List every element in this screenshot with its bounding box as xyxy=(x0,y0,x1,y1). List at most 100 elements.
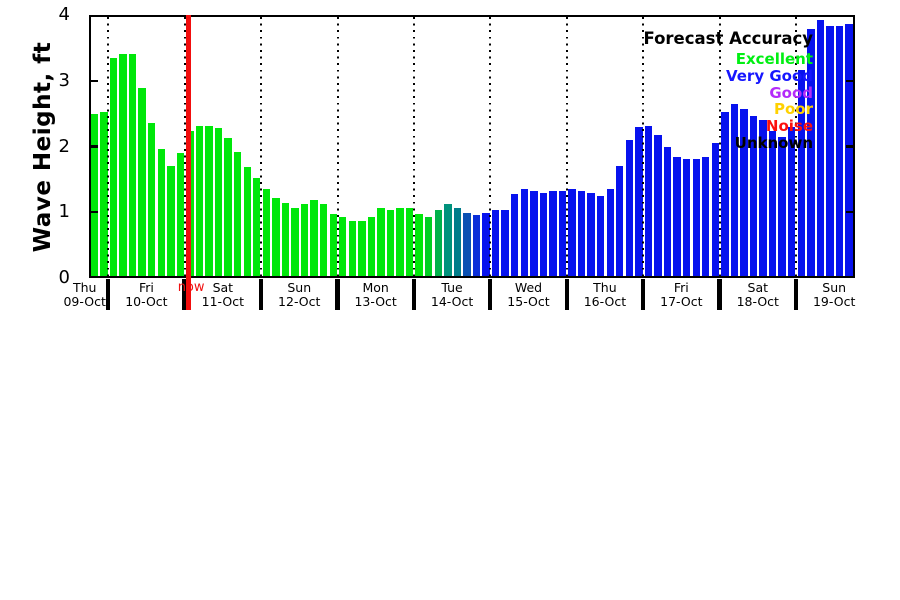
bar-19-Oct-slot1 xyxy=(807,28,815,276)
bar-15-Oct-slot3 xyxy=(520,188,528,276)
day-boundary-tick xyxy=(258,279,264,310)
bar-18-Oct-slot7 xyxy=(788,126,796,276)
bar-17-Oct-slot1 xyxy=(654,135,662,276)
bar-17-Oct-slot2 xyxy=(663,147,672,276)
bar-12-Oct-slot6 xyxy=(319,203,328,276)
y-tick-right xyxy=(846,211,853,214)
bar-14-Oct-slot1 xyxy=(425,217,433,276)
bar-15-Oct-slot0 xyxy=(491,209,500,276)
bar-18-Oct-slot1 xyxy=(730,104,739,276)
bar-14-Oct-slot4 xyxy=(453,207,462,276)
bar-10-Oct-slot4 xyxy=(148,122,156,276)
bar-13-Oct-slot2 xyxy=(358,221,366,276)
legend-item-unknown: Unknown xyxy=(734,133,813,152)
bar-15-Oct-slot1 xyxy=(501,209,509,276)
y-tick-left xyxy=(91,211,98,214)
bar-14-Oct-slot3 xyxy=(444,203,452,276)
day-boundary-dotted-line xyxy=(795,17,798,276)
bar-15-Oct-slot6 xyxy=(549,190,557,276)
bar-16-Oct-slot5 xyxy=(616,166,624,276)
day-label-weekday: Sun xyxy=(287,280,312,295)
legend-header: Forecast Accuracy xyxy=(643,29,813,48)
y-tick-left xyxy=(91,79,98,82)
y-tick-label-2: 2 xyxy=(58,135,70,157)
day-label-14-Oct: Tue 14-Oct xyxy=(407,281,497,308)
bar-09-Oct-slot6 xyxy=(90,114,99,276)
day-boundary-dotted-line xyxy=(336,17,339,276)
bar-10-Oct-slot2 xyxy=(128,54,137,276)
day-label-weekday: Tue xyxy=(441,280,463,295)
legend-item-noise: Noise xyxy=(765,117,813,136)
day-boundary-dotted-line xyxy=(565,17,568,276)
day-label-11-Oct: Sat 11-Oct xyxy=(178,281,268,308)
legend-item-good: Good xyxy=(769,83,813,102)
day-boundary-dotted-line xyxy=(412,17,415,276)
bar-18-Oct-slot4 xyxy=(759,120,767,276)
day-boundary-tick xyxy=(564,279,569,310)
bar-10-Oct-slot7 xyxy=(176,153,185,276)
bar-15-Oct-slot2 xyxy=(511,193,519,276)
bar-11-Oct-slot7 xyxy=(253,178,261,276)
bar-11-Oct-slot4 xyxy=(224,137,232,276)
day-label-date: 10-Oct xyxy=(125,293,168,309)
day-boundary-tick xyxy=(717,279,722,310)
day-label-weekday: Sun xyxy=(822,280,847,295)
legend-items: Excellent Very Good Good Poor Noise Unknown xyxy=(643,51,813,152)
day-label-date: 14-Oct xyxy=(430,293,474,309)
bar-13-Oct-slot6 xyxy=(396,207,404,276)
day-boundary-dotted-line xyxy=(107,17,110,276)
day-label-date: 16-Oct xyxy=(583,293,627,309)
bar-13-Oct-slot4 xyxy=(377,207,385,276)
y-tick-label-4: 4 xyxy=(58,4,70,25)
day-boundary-tick xyxy=(640,279,646,310)
day-label-date: 11-Oct xyxy=(201,293,245,309)
bar-19-Oct-slot4 xyxy=(835,25,844,276)
bar-14-Oct-slot2 xyxy=(434,209,442,276)
bar-12-Oct-slot2 xyxy=(281,203,290,276)
bar-11-Oct-slot2 xyxy=(205,126,213,276)
day-label-weekday: Sat xyxy=(212,280,234,295)
y-tick-right xyxy=(846,145,853,148)
bar-13-Oct-slot5 xyxy=(386,209,395,276)
day-boundary-tick xyxy=(335,279,340,310)
bar-16-Oct-slot3 xyxy=(596,195,605,276)
bar-17-Oct-slot5 xyxy=(692,158,700,276)
bar-19-Oct-slot3 xyxy=(826,25,834,276)
y-tick-label-1: 1 xyxy=(58,201,70,223)
bar-19-Oct-slot5 xyxy=(845,24,853,276)
bar-16-Oct-slot6 xyxy=(625,139,634,276)
plot-area xyxy=(89,15,855,278)
bar-13-Oct-slot0 xyxy=(339,217,347,276)
bar-13-Oct-slot7 xyxy=(405,207,414,276)
bar-18-Oct-slot5 xyxy=(768,131,777,276)
bar-16-Oct-slot7 xyxy=(635,126,643,276)
day-label-weekday: Thu xyxy=(72,280,97,295)
bar-14-Oct-slot6 xyxy=(472,214,481,276)
bar-15-Oct-slot5 xyxy=(539,192,548,276)
day-boundary-tick xyxy=(488,279,493,310)
day-label-16-Oct: Thu 16-Oct xyxy=(560,281,650,308)
bar-15-Oct-slot4 xyxy=(530,190,538,276)
bar-18-Oct-slot0 xyxy=(721,112,729,276)
bar-10-Oct-slot3 xyxy=(138,87,146,276)
day-label-date: 19-Oct xyxy=(812,293,856,309)
bar-12-Oct-slot1 xyxy=(272,198,280,276)
y-tick-left xyxy=(91,145,98,148)
y-tick-right xyxy=(846,79,853,82)
bar-16-Oct-slot0 xyxy=(568,188,576,276)
bar-14-Oct-slot7 xyxy=(482,212,490,276)
day-label-date: 15-Oct xyxy=(507,293,550,309)
day-label-weekday: Sat xyxy=(747,280,769,295)
bar-17-Oct-slot4 xyxy=(682,158,691,276)
legend-item-excellent: Excellent xyxy=(735,50,813,68)
y-tick-label-0: 0 xyxy=(58,267,70,288)
bar-14-Oct-slot0 xyxy=(415,213,423,276)
day-label-17-Oct: Fri 17-Oct xyxy=(636,281,726,308)
bar-11-Oct-slot3 xyxy=(214,128,223,276)
bar-18-Oct-slot6 xyxy=(778,137,786,276)
bar-13-Oct-slot1 xyxy=(348,221,356,276)
bar-17-Oct-slot6 xyxy=(702,157,710,276)
forecast-accuracy-legend: Forecast Accuracy Excellent Very Good Good… xyxy=(643,29,813,152)
bar-11-Oct-slot6 xyxy=(243,166,251,276)
